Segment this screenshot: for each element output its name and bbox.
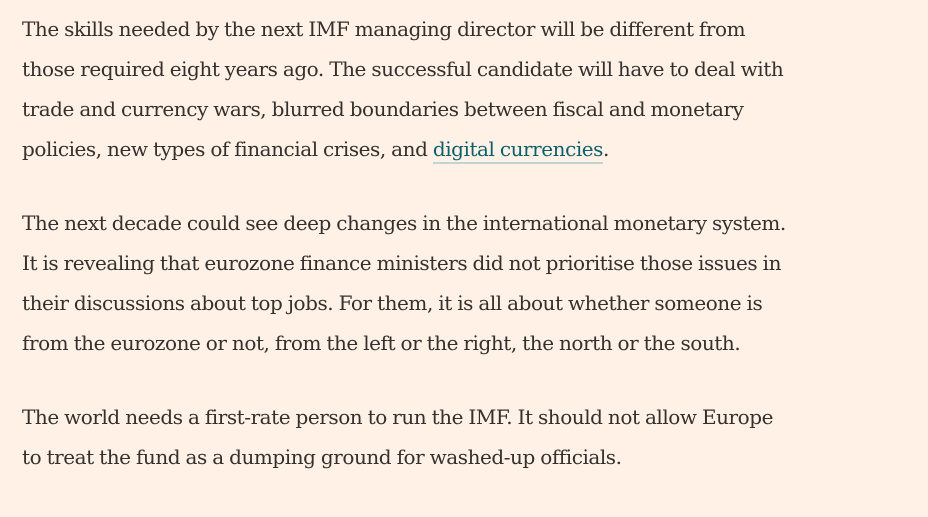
paragraph-line: The skills needed by the next IMF managi… xyxy=(22,17,746,41)
paragraph-line: The world needs a first-rate person to r… xyxy=(22,405,773,429)
link-lead-text: policies, new types of financial crises,… xyxy=(22,137,433,161)
paragraph-skills: The skills needed by the next IMF managi… xyxy=(22,9,922,169)
digital-currencies-link[interactable]: digital currencies xyxy=(432,137,603,164)
paragraph-next-decade: The next decade could see deep changes i… xyxy=(22,203,922,363)
link-trail-text: . xyxy=(603,137,609,161)
paragraph-line: to treat the fund as a dumping ground fo… xyxy=(22,445,622,469)
article-body: The skills needed by the next IMF managi… xyxy=(22,9,922,511)
paragraph-line: The next decade could see deep changes i… xyxy=(22,211,786,235)
paragraph-line: those required eight years ago. The succ… xyxy=(22,57,784,81)
paragraph-line: It is revealing that eurozone finance mi… xyxy=(22,251,782,275)
paragraph-line-with-link: policies, new types of financial crises,… xyxy=(22,129,922,169)
paragraph-line: from the eurozone or not, from the left … xyxy=(22,331,741,355)
paragraph-world-needs: The world needs a first-rate person to r… xyxy=(22,397,922,477)
paragraph-line: their discussions about top jobs. For th… xyxy=(22,291,763,315)
paragraph-line: trade and currency wars, blurred boundar… xyxy=(22,97,744,121)
